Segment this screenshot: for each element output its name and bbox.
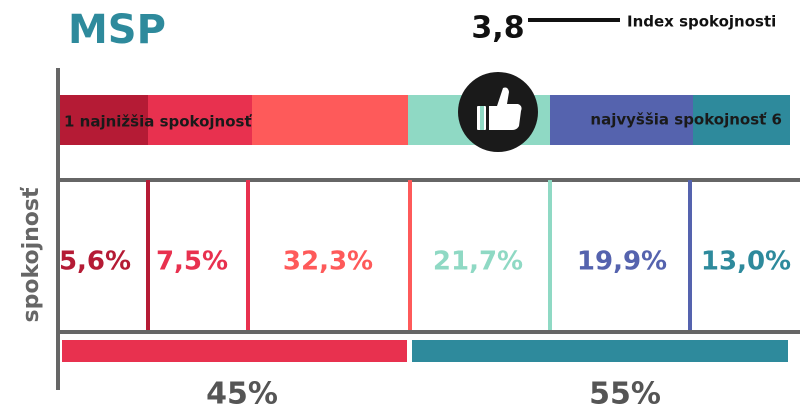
segment xyxy=(148,95,252,145)
title: MSP xyxy=(68,7,166,53)
percentage: 21,7% xyxy=(433,247,523,277)
percentage: 32,3% xyxy=(283,247,373,277)
percentage: 7,5% xyxy=(156,247,228,277)
group-label: 45% xyxy=(206,377,278,412)
scale-low: 1 najnižšia spokojnosť xyxy=(64,113,252,131)
segment xyxy=(252,95,408,145)
index-value: 3,8 xyxy=(471,11,524,46)
group-label: 55% xyxy=(589,377,661,412)
segment xyxy=(550,95,693,145)
segment xyxy=(693,95,790,145)
index-label: Index spokojnosti xyxy=(627,13,776,31)
percentage: 13,0% xyxy=(701,247,791,277)
percentage: 5,6% xyxy=(59,247,131,277)
segment xyxy=(58,95,148,145)
scale-high: najvyššia spokojnosť 6 xyxy=(590,111,782,129)
thumb-icon xyxy=(458,72,538,152)
axis-label: spokojnosť xyxy=(19,186,44,323)
group-bar xyxy=(62,340,407,362)
percentage: 19,9% xyxy=(577,247,667,277)
group-bar xyxy=(412,340,788,362)
separators xyxy=(146,180,692,330)
